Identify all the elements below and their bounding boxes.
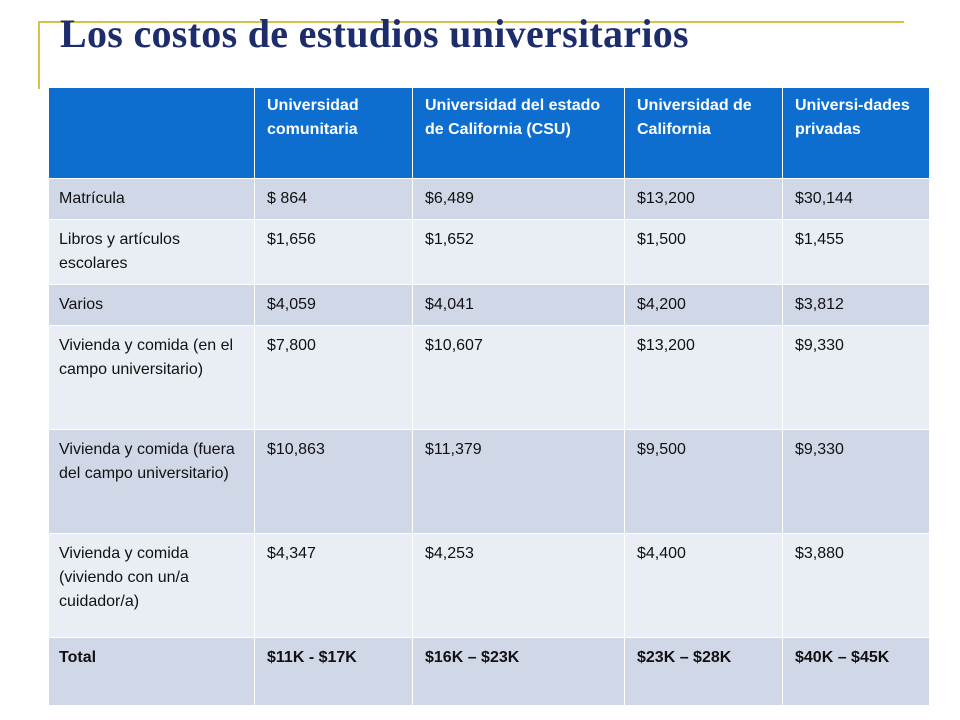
- table-cell: $1,652: [412, 219, 625, 285]
- table-cell: $10,863: [254, 429, 413, 534]
- row-label: Libros y artículos escolares: [48, 219, 255, 285]
- row-label: Vivienda y comida (fuera del campo unive…: [48, 429, 255, 534]
- table-cell: $4,200: [624, 284, 783, 326]
- table-cell: $9,330: [782, 429, 930, 534]
- table-cell: $30,144: [782, 178, 930, 220]
- table-cell: $4,347: [254, 533, 413, 638]
- table-cell: $7,800: [254, 325, 413, 430]
- table-cell: $9,500: [624, 429, 783, 534]
- table-row: Matrícula $ 864 $6,489 $13,200 $30,144: [48, 178, 930, 220]
- table-row: Libros y artículos escolares $1,656 $1,6…: [48, 219, 930, 285]
- row-label: Vivienda y comida (viviendo con un/a cui…: [48, 533, 255, 638]
- slide-title: Los costos de estudios universitarios: [60, 11, 689, 56]
- table-row: Vivienda y comida (en el campo universit…: [48, 325, 930, 430]
- table-cell: $3,880: [782, 533, 930, 638]
- row-label: Matrícula: [48, 178, 255, 220]
- header-uc: Universidad de California: [624, 87, 783, 179]
- table-row: Vivienda y comida (viviendo con un/a cui…: [48, 533, 930, 638]
- table-cell: $4,253: [412, 533, 625, 638]
- costs-table: Universidad comunitaria Universidad del …: [48, 87, 930, 706]
- table-row-total: Total $11K - $17K $16K – $23K $23K – $28…: [48, 637, 930, 706]
- table-cell: $13,200: [624, 178, 783, 220]
- header-csu: Universidad del estado de California (CS…: [412, 87, 625, 179]
- table-cell: $9,330: [782, 325, 930, 430]
- row-label: Vivienda y comida (en el campo universit…: [48, 325, 255, 430]
- decorative-left-line: [38, 21, 40, 89]
- table-cell: $3,812: [782, 284, 930, 326]
- table-cell: $40K – $45K: [782, 637, 930, 706]
- table-row: Varios $4,059 $4,041 $4,200 $3,812: [48, 284, 930, 326]
- header-community-college: Universidad comunitaria: [254, 87, 413, 179]
- table-cell: $4,041: [412, 284, 625, 326]
- table-cell: $1,500: [624, 219, 783, 285]
- table-header-row: Universidad comunitaria Universidad del …: [48, 87, 930, 179]
- table-cell: $13,200: [624, 325, 783, 430]
- header-empty-cell: [48, 87, 255, 179]
- table-cell: $23K – $28K: [624, 637, 783, 706]
- table-cell: $1,455: [782, 219, 930, 285]
- decorative-top-line: [38, 21, 904, 23]
- table-cell: $1,656: [254, 219, 413, 285]
- table-cell: $11,379: [412, 429, 625, 534]
- table-cell: $4,059: [254, 284, 413, 326]
- table-cell: $16K – $23K: [412, 637, 625, 706]
- table-cell: $6,489: [412, 178, 625, 220]
- table-cell: $11K - $17K: [254, 637, 413, 706]
- row-label: Total: [48, 637, 255, 706]
- row-label: Varios: [48, 284, 255, 326]
- table-cell: $10,607: [412, 325, 625, 430]
- table-cell: $4,400: [624, 533, 783, 638]
- table-cell: $ 864: [254, 178, 413, 220]
- table-row: Vivienda y comida (fuera del campo unive…: [48, 429, 930, 534]
- header-private: Universi-dades privadas: [782, 87, 930, 179]
